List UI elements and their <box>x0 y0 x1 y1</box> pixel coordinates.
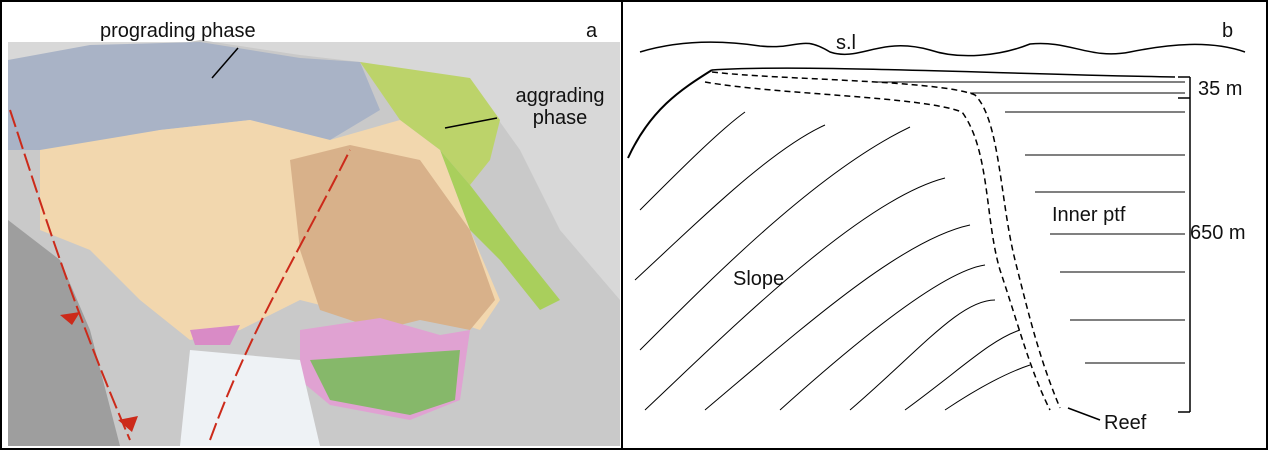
reef-boundary <box>705 82 1050 410</box>
shape <box>705 225 970 410</box>
scale-bar <box>1178 77 1190 412</box>
shape <box>1068 408 1100 420</box>
platform-beds <box>875 82 1185 363</box>
scale-label: 35 m <box>1198 78 1242 100</box>
label: aggrading phase <box>500 85 620 129</box>
shape <box>640 112 745 210</box>
figure: prograding phase a aggrading phase s.l b… <box>0 0 1268 450</box>
shape <box>850 300 995 410</box>
shape <box>780 265 985 410</box>
shape <box>905 330 1020 410</box>
panel-letter: b <box>1222 20 1233 42</box>
reef-boundary <box>712 72 1060 408</box>
shape <box>945 365 1030 410</box>
label: s.l <box>836 32 856 54</box>
shape <box>645 178 945 410</box>
platform-top <box>712 68 1175 77</box>
shape <box>180 350 320 446</box>
shape <box>635 125 825 280</box>
shape <box>640 127 910 350</box>
panel-letter: a <box>586 20 597 42</box>
scale-label: 650 m <box>1190 222 1246 244</box>
label: Slope <box>733 268 784 290</box>
sea-level <box>640 42 1245 56</box>
label: Reef <box>1104 412 1146 434</box>
slope-top <box>628 70 712 158</box>
clinoforms <box>635 112 1030 410</box>
schematic <box>628 42 1245 420</box>
label: Inner ptf <box>1052 204 1125 226</box>
label: prograding phase <box>100 20 256 42</box>
